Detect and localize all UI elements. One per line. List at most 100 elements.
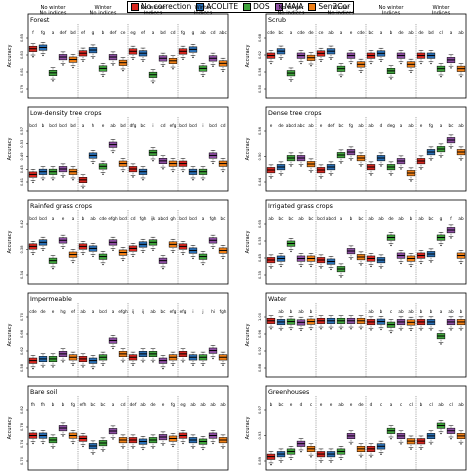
significance-letter: ab [80, 309, 86, 314]
significance-letter: e [350, 402, 353, 407]
significance-letter: fh [31, 402, 35, 407]
significance-letter: de [388, 216, 394, 221]
outlier-point [390, 244, 392, 247]
significance-letter: e [320, 402, 323, 407]
significance-letter: eg [130, 30, 136, 35]
significance-letter: bc [359, 216, 365, 221]
significance-letter: bd [120, 123, 126, 128]
significance-letter: bd [160, 30, 166, 35]
outlier-point [430, 443, 432, 445]
significance-letter: a [92, 309, 95, 314]
panel-bare-soil: Bare soil Accuracy 0.70 0.74 0.78 0.82 fh fh b b f… [7, 385, 229, 471]
outlier-point [112, 249, 114, 252]
outlier-point [300, 62, 302, 65]
significance-letter: a [340, 216, 343, 221]
outlier-point [152, 361, 154, 363]
significance-letter: a [290, 30, 293, 35]
significance-letter: de [358, 402, 364, 407]
outlier-point [450, 329, 452, 331]
outlier-point [280, 58, 282, 60]
outlier-point [360, 71, 362, 73]
outlier-point [320, 328, 322, 330]
y-tick-label: 0.96 [258, 329, 262, 338]
significance-letter: eg [180, 402, 186, 407]
significance-letter: i [202, 123, 203, 128]
outlier-point [310, 456, 312, 458]
outlier-point [430, 329, 432, 331]
outlier-point [460, 159, 462, 161]
significance-letter: ab [338, 402, 344, 407]
outlier-point [350, 159, 352, 161]
significance-letter: b [420, 402, 423, 407]
y-tick-label: 0.57 [20, 127, 24, 135]
outlier-point [132, 58, 134, 60]
significance-letter: fg [41, 30, 45, 35]
significance-letter: b [290, 309, 293, 314]
panel-frame [27, 199, 229, 285]
legend-swatch-dos [243, 3, 252, 11]
outlier-point [410, 329, 412, 331]
outlier-point [132, 176, 134, 178]
significance-letter: bd [428, 30, 434, 35]
outlier-point [32, 253, 34, 256]
outlier-point [192, 56, 194, 59]
significance-letter: ab [368, 216, 374, 221]
outlier-point [370, 174, 372, 176]
outlier-point [212, 65, 214, 67]
significance-letter: a [440, 309, 443, 314]
panel-title: Rainfed grass crops [30, 203, 92, 210]
significance-letter: cl [429, 402, 432, 407]
outlier-point [32, 367, 34, 370]
y-tick-label: 0.68 [258, 33, 262, 42]
significance-letter: de [150, 402, 156, 407]
outlier-point [320, 60, 322, 63]
significance-letter: bc [429, 216, 435, 221]
y-tick-label: 0.89 [258, 456, 262, 465]
outlier-point [420, 448, 422, 450]
outlier-point [280, 174, 282, 176]
significance-letter: ab [298, 216, 304, 221]
significance-letter: g [440, 216, 443, 221]
significance-letter: hi [211, 309, 215, 314]
significance-letter: d [370, 402, 373, 407]
group-label: Winter No indices [328, 5, 355, 16]
y-axis-label: Accuracy [7, 417, 13, 440]
panel-scrub: Scrub Accuracy 0.50 0.56 0.62 0.68 No winter No… [245, 5, 467, 99]
significance-letter: dfg [130, 123, 137, 128]
y-tick-label: 0.66 [20, 329, 24, 338]
outlier-point [330, 461, 332, 463]
significance-letter: a [52, 30, 55, 35]
outlier-point [82, 366, 84, 368]
legend-item-dos: DOS [243, 3, 270, 11]
outlier-point [142, 361, 144, 363]
y-tick-label: 0.62 [20, 347, 24, 355]
significance-letter: c [400, 402, 403, 407]
outlier-point [340, 328, 342, 330]
outlier-point [162, 65, 164, 67]
outlier-point [340, 75, 342, 78]
y-tick-label: 0.56 [258, 126, 262, 135]
legend-swatch-no-correction [131, 3, 139, 11]
outlier-point [52, 366, 54, 368]
significance-letter: de [278, 123, 284, 128]
outlier-point [202, 75, 204, 78]
significance-letter: ef [141, 30, 146, 35]
significance-letter: bc [339, 123, 345, 128]
outlier-point [72, 178, 74, 181]
y-tick-label: 0.42 [20, 220, 24, 228]
outlier-point [72, 261, 74, 264]
significance-letter: a [82, 123, 85, 128]
outlier-point [192, 364, 194, 366]
outlier-point [340, 276, 342, 278]
significance-letter: i [152, 123, 153, 128]
significance-letter: bcd [59, 123, 67, 128]
panel-frame [265, 292, 467, 378]
outlier-point [400, 443, 402, 445]
significance-letter: c [380, 402, 383, 407]
significance-letter: c [390, 309, 393, 314]
panel-rainfed-grass-crops: Rainfed grass crops Accuracy 0.34 0.38 0.42 b… [7, 199, 229, 285]
panel-frame [27, 13, 229, 99]
significance-letter: ijk [151, 216, 156, 221]
significance-letter: b [390, 30, 393, 35]
